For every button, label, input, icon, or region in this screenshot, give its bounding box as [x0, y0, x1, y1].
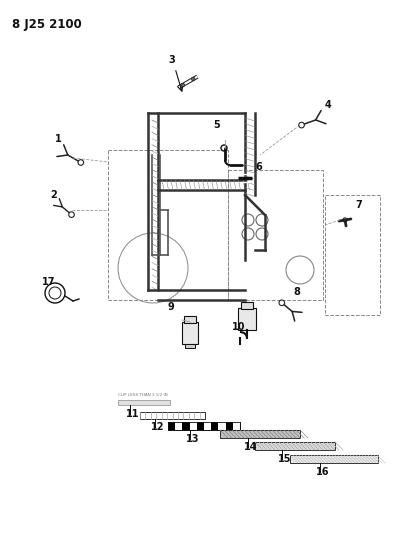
- Bar: [140, 412, 205, 419]
- Circle shape: [343, 218, 347, 222]
- Text: 1: 1: [55, 134, 62, 144]
- Circle shape: [279, 300, 285, 305]
- Text: 14: 14: [244, 442, 258, 452]
- Text: 8 J25 2100: 8 J25 2100: [12, 18, 82, 31]
- Bar: [204, 422, 211, 430]
- Bar: [238, 308, 256, 330]
- Bar: [182, 422, 189, 430]
- Bar: [168, 422, 175, 430]
- Text: 13: 13: [186, 434, 199, 444]
- Text: 6: 6: [255, 162, 262, 172]
- Text: CLIP LESS THAN 1 1/2 IN: CLIP LESS THAN 1 1/2 IN: [118, 393, 168, 397]
- Bar: [118, 400, 170, 405]
- Text: 3: 3: [168, 55, 175, 65]
- Bar: [189, 422, 197, 430]
- Text: 10: 10: [232, 322, 246, 332]
- Text: 5: 5: [213, 120, 220, 130]
- Bar: [255, 442, 335, 450]
- Circle shape: [221, 145, 227, 151]
- Bar: [220, 430, 300, 438]
- Bar: [241, 302, 253, 309]
- Bar: [233, 422, 240, 430]
- Text: 17: 17: [42, 277, 55, 287]
- Circle shape: [69, 212, 74, 217]
- Bar: [168, 422, 240, 430]
- Bar: [211, 422, 219, 430]
- Bar: [108, 150, 228, 300]
- Circle shape: [191, 77, 195, 81]
- Bar: [185, 344, 195, 348]
- Text: 12: 12: [151, 422, 164, 432]
- Circle shape: [78, 160, 84, 165]
- Circle shape: [299, 122, 304, 128]
- Bar: [290, 455, 378, 463]
- Circle shape: [181, 83, 185, 87]
- Text: 15: 15: [278, 454, 291, 464]
- Text: 7: 7: [355, 200, 362, 210]
- Bar: [168, 422, 240, 430]
- Bar: [325, 195, 380, 315]
- Text: 11: 11: [126, 409, 140, 419]
- Bar: [226, 422, 233, 430]
- Text: 4: 4: [325, 100, 332, 110]
- Text: 9: 9: [168, 302, 175, 312]
- Bar: [184, 316, 196, 323]
- Bar: [182, 322, 198, 344]
- Bar: [197, 422, 204, 430]
- Text: 16: 16: [316, 467, 330, 477]
- Text: 8: 8: [293, 287, 300, 297]
- Bar: [228, 170, 323, 300]
- Bar: [175, 422, 182, 430]
- Text: 2: 2: [50, 190, 57, 200]
- Bar: [219, 422, 226, 430]
